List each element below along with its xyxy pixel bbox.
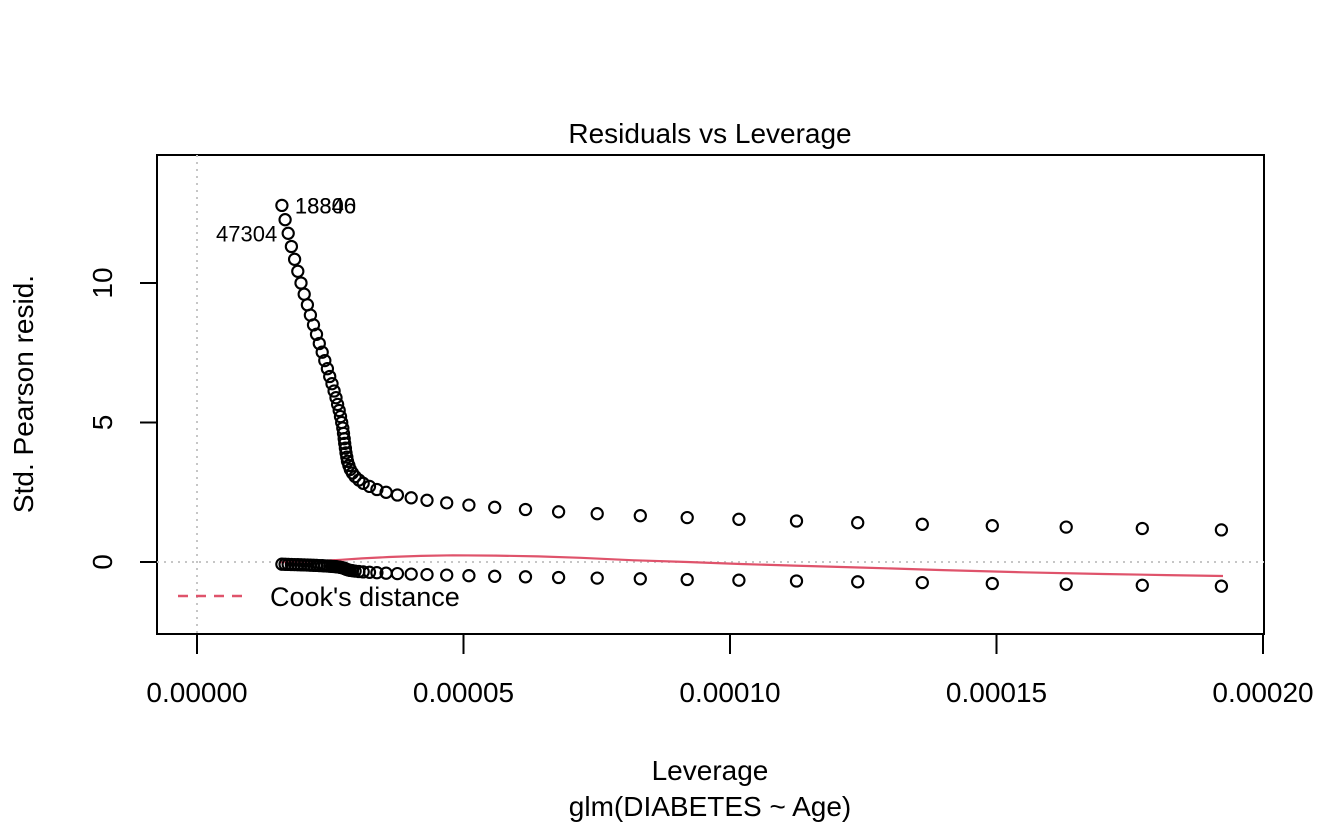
data-point-circle (1059, 577, 1073, 591)
data-point-circle (462, 569, 476, 583)
data-point-circle (315, 345, 329, 359)
data-point-circle (323, 369, 337, 384)
data-point-circle (1135, 578, 1149, 592)
x-tick-label: 0.00005 (413, 677, 514, 708)
x-tick-label: 0.00015 (946, 677, 1047, 708)
data-point-circle (337, 432, 351, 446)
data-point-circle (390, 566, 405, 581)
data-point-circle (338, 441, 353, 455)
data-point-circle (297, 287, 311, 301)
data-point-circle (320, 362, 335, 376)
y-axis-title: Std. Pearson resid. (8, 275, 39, 513)
data-point-circle (348, 469, 362, 484)
data-point-circle (680, 572, 694, 587)
data-point-circle (327, 384, 341, 398)
data-points (275, 198, 1229, 593)
data-point-circle (915, 517, 929, 531)
data-point-circle (281, 226, 295, 240)
data-point-circle (404, 567, 418, 581)
data-point-circle (462, 498, 476, 512)
data-point-circle (330, 397, 345, 412)
y-tick-label: 0 (87, 554, 118, 570)
data-point-circle (488, 569, 502, 583)
data-point-circle (404, 491, 418, 505)
point-id-label: 47304 (216, 221, 277, 246)
data-point-circle (318, 353, 332, 368)
data-point-circle (551, 570, 566, 585)
data-point-circle (325, 377, 339, 391)
data-point-circle (420, 567, 434, 582)
data-point-circle (518, 570, 533, 584)
data-point-circle (312, 336, 326, 351)
data-point-circle (1214, 523, 1229, 537)
x-axis-ticks: 0.00000 0.00005 0.00010 0.00015 0.00020 (146, 634, 1314, 708)
data-point-circle (294, 276, 308, 290)
data-point-circle (789, 514, 804, 528)
data-point-circle (338, 436, 352, 451)
data-point-circle (590, 571, 604, 585)
data-point-circle (590, 507, 604, 521)
data-point-circle (278, 213, 292, 227)
data-point-circle (488, 500, 502, 514)
data-point-circle (633, 572, 647, 586)
data-point-circle (518, 502, 533, 517)
data-point-circle (329, 391, 343, 405)
data-point-circle (732, 573, 746, 587)
legend-label: Cook's distance (270, 582, 460, 612)
plot-title: Residuals vs Leverage (568, 118, 851, 149)
data-point-circle (732, 512, 746, 526)
data-point-circle (420, 493, 434, 507)
data-point-circle (336, 426, 351, 441)
data-point-circle (789, 574, 804, 588)
data-point-circle (370, 566, 384, 580)
plot-border (156, 154, 1265, 635)
data-point-circle (440, 496, 454, 510)
point-id-label: 18840 (295, 193, 356, 218)
data-point-circle (633, 509, 647, 523)
data-point-circle (362, 479, 377, 494)
data-point-circle (915, 575, 929, 590)
data-point-circle (356, 476, 370, 490)
point-id-label: 18306 (295, 193, 356, 218)
data-point-circle (851, 516, 865, 530)
data-point-circle (362, 565, 377, 579)
legend: Cook's distance (178, 582, 460, 612)
data-point-circle (1214, 579, 1229, 593)
x-tick-label: 0.00020 (1212, 677, 1313, 708)
data-point-circle (851, 575, 865, 589)
data-point-circle (680, 510, 694, 525)
data-point-circle (356, 565, 370, 579)
y-axis-ticks: 0 5 10 (87, 267, 157, 570)
data-point-circle (1135, 521, 1149, 536)
data-point-circle (287, 252, 302, 266)
data-point-circle (284, 239, 299, 254)
data-point-circle (440, 568, 454, 582)
data-point-circle (332, 403, 346, 418)
y-tick-label: 10 (87, 267, 118, 298)
x-axis-subtitle: glm(DIABETES ~ Age) (569, 791, 851, 822)
smooth-line (279, 554, 1224, 578)
data-point-circle (390, 488, 405, 502)
data-point-circle (985, 576, 999, 591)
data-point-circle (551, 505, 566, 519)
x-axis-title: Leverage (652, 755, 769, 786)
data-point-circle (1059, 520, 1073, 534)
data-point-circle (275, 198, 289, 213)
data-point-circle (291, 264, 305, 278)
x-tick-label: 0.00000 (146, 677, 247, 708)
data-point-circle (985, 519, 999, 533)
x-tick-label: 0.00010 (679, 677, 780, 708)
y-tick-label: 5 (87, 415, 118, 431)
